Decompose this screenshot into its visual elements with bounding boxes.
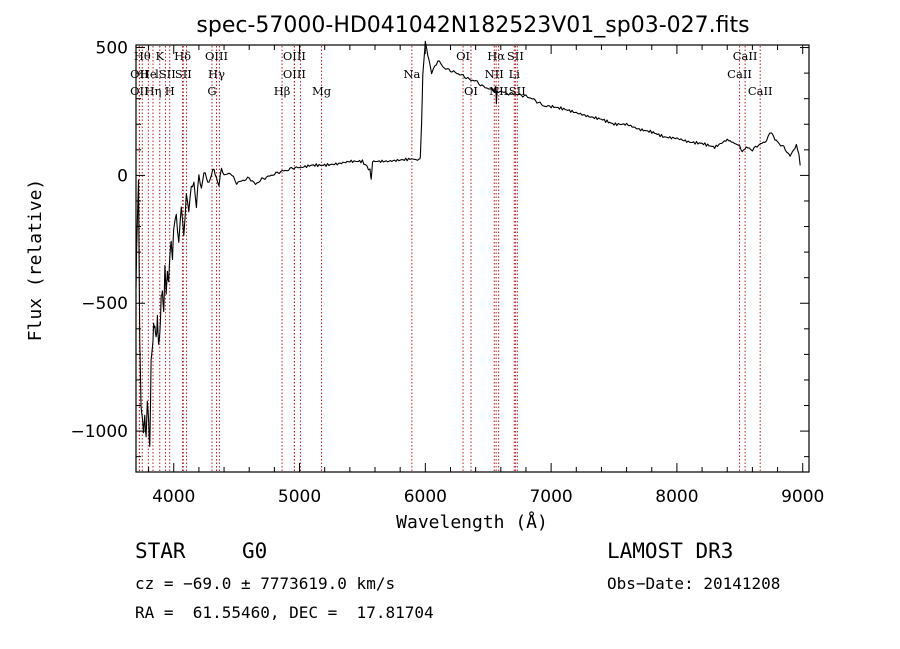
x-tick-label: 6000 bbox=[404, 487, 447, 507]
coordinates: RA = 61.55460, DEC = 17.81704 bbox=[135, 603, 434, 622]
line-marker-label: OIII bbox=[283, 67, 306, 81]
spectrum-line bbox=[135, 40, 801, 447]
y-tick-label: −1000 bbox=[70, 422, 128, 442]
line-marker-label: OII bbox=[130, 67, 149, 81]
line-marker-label: He bbox=[140, 67, 157, 81]
y-tick-label: −500 bbox=[81, 294, 128, 314]
line-marker-label: CaII bbox=[727, 67, 752, 81]
line-marker-label: Hδ bbox=[174, 49, 191, 63]
y-tick-label: 500 bbox=[96, 39, 128, 59]
line-marker-label: OI bbox=[464, 84, 478, 98]
x-tick-label: 5000 bbox=[278, 487, 321, 507]
x-tick-label: 4000 bbox=[152, 487, 195, 507]
line-marker-label: Hθ bbox=[134, 49, 151, 63]
line-marker-label: lSII bbox=[155, 67, 176, 81]
line-marker-label: OIII bbox=[283, 49, 306, 63]
line-marker-label: Hη bbox=[145, 84, 162, 98]
line-marker-label: NII bbox=[485, 67, 504, 81]
object-class: STAR bbox=[135, 539, 186, 563]
line-marker-label: SII bbox=[507, 49, 524, 63]
y-axis-label: Flux (relative) bbox=[25, 179, 46, 342]
observation-date: Obs−Date: 20141208 bbox=[607, 574, 781, 593]
line-marker-label: Hβ bbox=[274, 84, 291, 98]
line-marker-label: Li bbox=[509, 67, 521, 81]
line-marker-label: Hγ bbox=[208, 67, 225, 81]
chart-title: spec-57000-HD041042N182523V01_sp03-027.f… bbox=[196, 13, 749, 38]
x-axis: 4000 5000 6000 7000 8000 9000 bbox=[148, 45, 824, 507]
emission-line-markers bbox=[138, 46, 761, 471]
line-marker-label: Hα bbox=[487, 49, 505, 63]
spectral-subclass: G0 bbox=[242, 539, 268, 563]
line-marker-label: Na bbox=[403, 67, 420, 81]
x-tick-label: 9000 bbox=[781, 487, 824, 507]
line-marker-label: OI bbox=[456, 49, 470, 63]
x-axis-label: Wavelength (Å) bbox=[396, 511, 548, 533]
line-marker-label: G bbox=[207, 84, 216, 98]
line-marker-label: SII bbox=[175, 67, 192, 81]
x-tick-label: 8000 bbox=[655, 487, 698, 507]
x-tick-label: 7000 bbox=[529, 487, 572, 507]
line-marker-label: NII bbox=[489, 84, 508, 98]
y-tick-label: 0 bbox=[117, 166, 128, 186]
line-marker-label: OIII bbox=[205, 49, 228, 63]
line-marker-label: CaII bbox=[733, 49, 758, 63]
survey-name: LAMOST DR3 bbox=[607, 539, 734, 563]
line-marker-label: Mg bbox=[312, 84, 332, 98]
y-axis: −1000 −500 0 500 bbox=[70, 39, 809, 458]
velocity-readout: cz = −69.0 ± 7773619.0 km/s bbox=[135, 574, 396, 593]
line-marker-label: H bbox=[165, 84, 175, 98]
plot-frame bbox=[135, 44, 810, 473]
line-marker-label: K bbox=[155, 49, 164, 63]
line-marker-label: OII bbox=[130, 84, 149, 98]
line-marker-label: CaII bbox=[748, 84, 773, 98]
